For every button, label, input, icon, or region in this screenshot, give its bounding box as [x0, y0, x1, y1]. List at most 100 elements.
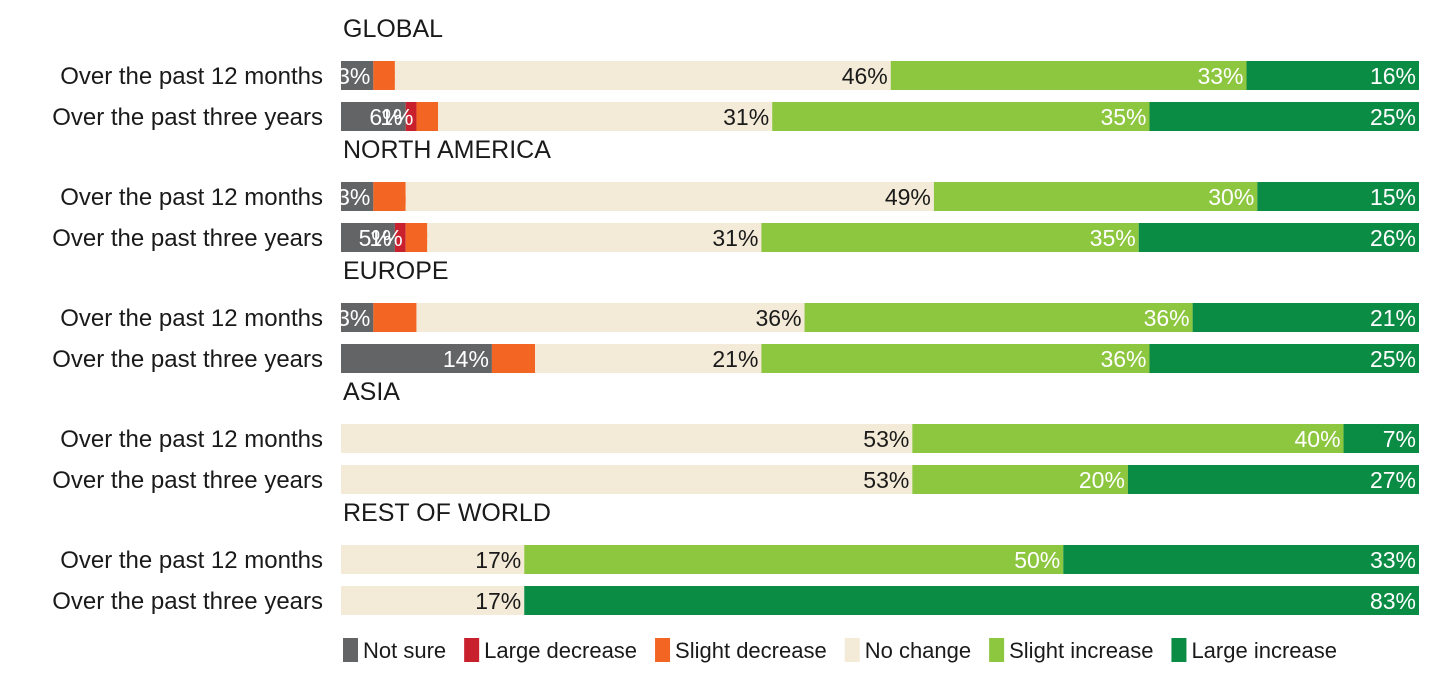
bar-segment-north-america-three-years-no-change	[427, 223, 762, 252]
bar-value-label-north-america-three-years-large-decrease: 1%	[369, 225, 402, 251]
bar-segment-north-america-three-years-not-sure	[341, 223, 395, 252]
bar-value-label-global-three-years-large-increase: 25%	[1370, 104, 1416, 130]
bar-value-label-asia-three-years-slight-increase: 20%	[1079, 467, 1125, 493]
bar-segment-europe-three-years-not-sure	[341, 344, 492, 373]
bar-segment-global-12-months-not-sure	[341, 61, 374, 90]
row-label-north-america-three-years: Over the past three years	[52, 225, 323, 252]
bar-value-label-europe-12-months-no-change: 36%	[755, 305, 801, 331]
legend-label-large-increase: Large increase	[1191, 638, 1337, 663]
bar-segment-europe-12-months-not-sure	[341, 303, 374, 332]
row-label-rest-of-world-three-years: Over the past three years	[52, 588, 323, 615]
legend-swatch-slight-decrease	[655, 638, 671, 662]
bar-segment-europe-three-years-no-change	[535, 344, 762, 373]
bar-value-label-north-america-12-months-slight-increase: 30%	[1208, 184, 1254, 210]
bar-segment-global-three-years-large-decrease	[405, 102, 417, 131]
legend-swatch-no-change	[844, 638, 860, 662]
bar-value-label-north-america-12-months-large-increase: 15%	[1370, 184, 1416, 210]
row-label-rest-of-world-12-months: Over the past 12 months	[60, 547, 323, 574]
legend-label-not-sure: Not sure	[363, 638, 446, 663]
bar-segment-europe-12-months-slight-increase	[804, 303, 1193, 332]
row-label-asia-three-years: Over the past three years	[52, 467, 323, 494]
bar-value-label-north-america-three-years-large-increase: 26%	[1370, 225, 1416, 251]
legend-swatch-large-increase	[1171, 638, 1187, 662]
bar-value-label-rest-of-world-12-months-no-change: 17%	[475, 547, 521, 573]
bar-value-label-global-three-years-not-sure: 6%	[369, 104, 402, 130]
bar-segment-asia-12-months-large-increase	[1343, 424, 1419, 453]
bar-segment-asia-12-months-slight-increase	[912, 424, 1344, 453]
row-label-europe-12-months: Over the past 12 months	[60, 305, 323, 332]
legend-label-large-decrease: Large decrease	[484, 638, 637, 663]
bar-segment-global-12-months-large-increase	[1246, 61, 1419, 90]
bar-segment-global-12-months-slight-increase	[890, 61, 1247, 90]
bar-segment-north-america-three-years-slight-decrease	[405, 223, 428, 252]
bar-segment-global-three-years-not-sure	[341, 102, 406, 131]
bar-segment-north-america-three-years-large-increase	[1138, 223, 1419, 252]
bar-segment-global-three-years-large-increase	[1149, 102, 1419, 131]
bar-segment-asia-three-years-slight-increase	[912, 465, 1128, 494]
bar-segment-north-america-three-years-large-decrease	[394, 223, 406, 252]
bar-value-label-north-america-12-months-slight-decrease: 3%	[374, 184, 407, 210]
row-label-asia-12-months: Over the past 12 months	[60, 426, 323, 453]
bar-value-label-rest-of-world-12-months-large-increase: 33%	[1370, 547, 1416, 573]
bar-value-label-global-three-years-slight-increase: 35%	[1100, 104, 1146, 130]
bar-value-label-rest-of-world-12-months-slight-increase: 50%	[1014, 547, 1060, 573]
bar-value-label-rest-of-world-three-years-no-change: 17%	[475, 588, 521, 614]
group-title-rest-of-world: REST OF WORLD	[343, 499, 551, 527]
row-label-north-america-12-months: Over the past 12 months	[60, 184, 323, 211]
bar-segment-rest-of-world-three-years-no-change	[341, 586, 525, 615]
bar-segment-europe-three-years-slight-increase	[761, 344, 1150, 373]
bar-segment-rest-of-world-12-months-no-change	[341, 545, 525, 574]
bar-value-label-global-12-months-not-sure: 3%	[337, 63, 370, 89]
row-label-europe-three-years: Over the past three years	[52, 346, 323, 373]
bar-segment-rest-of-world-12-months-slight-increase	[524, 545, 1064, 574]
bar-value-label-europe-12-months-slight-increase: 36%	[1144, 305, 1190, 331]
row-label-global-12-months: Over the past 12 months	[60, 63, 323, 90]
bar-value-label-europe-three-years-no-change: 21%	[712, 346, 758, 372]
group-title-asia: ASIA	[343, 378, 400, 406]
bar-value-label-north-america-three-years-slight-increase: 35%	[1090, 225, 1136, 251]
bar-segment-global-three-years-no-change	[438, 102, 773, 131]
bar-value-label-asia-three-years-no-change: 53%	[863, 467, 909, 493]
legend-swatch-large-decrease	[464, 638, 480, 662]
group-title-europe: EUROPE	[343, 257, 449, 285]
bar-segment-north-america-12-months-slight-increase	[933, 182, 1258, 211]
group-title-north-america: NORTH AMERICA	[343, 136, 551, 164]
row-label-global-three-years: Over the past three years	[52, 104, 323, 131]
bar-value-label-asia-12-months-no-change: 53%	[863, 426, 909, 452]
legend-label-slight-decrease: Slight decrease	[675, 638, 827, 663]
bar-segment-north-america-12-months-large-increase	[1257, 182, 1419, 211]
bar-value-label-global-12-months-large-increase: 16%	[1370, 63, 1416, 89]
bar-segment-north-america-three-years-slight-increase	[761, 223, 1139, 252]
bar-segment-asia-three-years-large-increase	[1127, 465, 1419, 494]
bar-segment-rest-of-world-12-months-large-increase	[1063, 545, 1419, 574]
bar-value-label-north-america-12-months-no-change: 49%	[885, 184, 931, 210]
bar-value-label-north-america-12-months-not-sure: 3%	[337, 184, 370, 210]
bar-value-label-global-three-years-large-decrease: 1%	[380, 104, 413, 130]
bar-value-label-europe-12-months-not-sure: 3%	[337, 305, 370, 331]
bar-segment-europe-12-months-slight-decrease	[373, 303, 417, 332]
bar-value-label-europe-three-years-not-sure: 14%	[443, 346, 489, 372]
bar-value-label-asia-three-years-large-increase: 27%	[1370, 467, 1416, 493]
bar-segment-asia-12-months-no-change	[341, 424, 913, 453]
bar-value-label-asia-12-months-slight-increase: 40%	[1294, 426, 1340, 452]
bar-value-label-global-12-months-no-change: 46%	[842, 63, 888, 89]
bar-value-label-europe-12-months-large-increase: 21%	[1370, 305, 1416, 331]
bar-segment-global-three-years-slight-increase	[772, 102, 1150, 131]
bar-segment-north-america-12-months-not-sure	[341, 182, 374, 211]
group-title-global: GLOBAL	[343, 15, 443, 43]
legend-label-no-change: No change	[865, 638, 971, 663]
bar-value-label-europe-three-years-large-increase: 25%	[1370, 346, 1416, 372]
bar-segment-europe-three-years-large-increase	[1149, 344, 1419, 373]
bar-value-label-asia-12-months-large-increase: 7%	[1383, 426, 1416, 452]
bar-segment-global-three-years-slight-decrease	[416, 102, 439, 131]
bar-segment-europe-three-years-slight-decrease	[491, 344, 536, 373]
bar-segment-rest-of-world-three-years-large-increase	[524, 586, 1419, 615]
legend-swatch-not-sure	[343, 638, 358, 662]
bar-value-label-rest-of-world-three-years-large-increase: 83%	[1370, 588, 1416, 614]
legend-swatch-slight-increase	[989, 638, 1005, 662]
bar-segment-europe-12-months-large-increase	[1192, 303, 1419, 332]
bar-segment-asia-three-years-no-change	[341, 465, 913, 494]
bar-segment-north-america-12-months-no-change	[405, 182, 934, 211]
bar-value-label-europe-12-months-slight-decrease: 4%	[374, 305, 407, 331]
